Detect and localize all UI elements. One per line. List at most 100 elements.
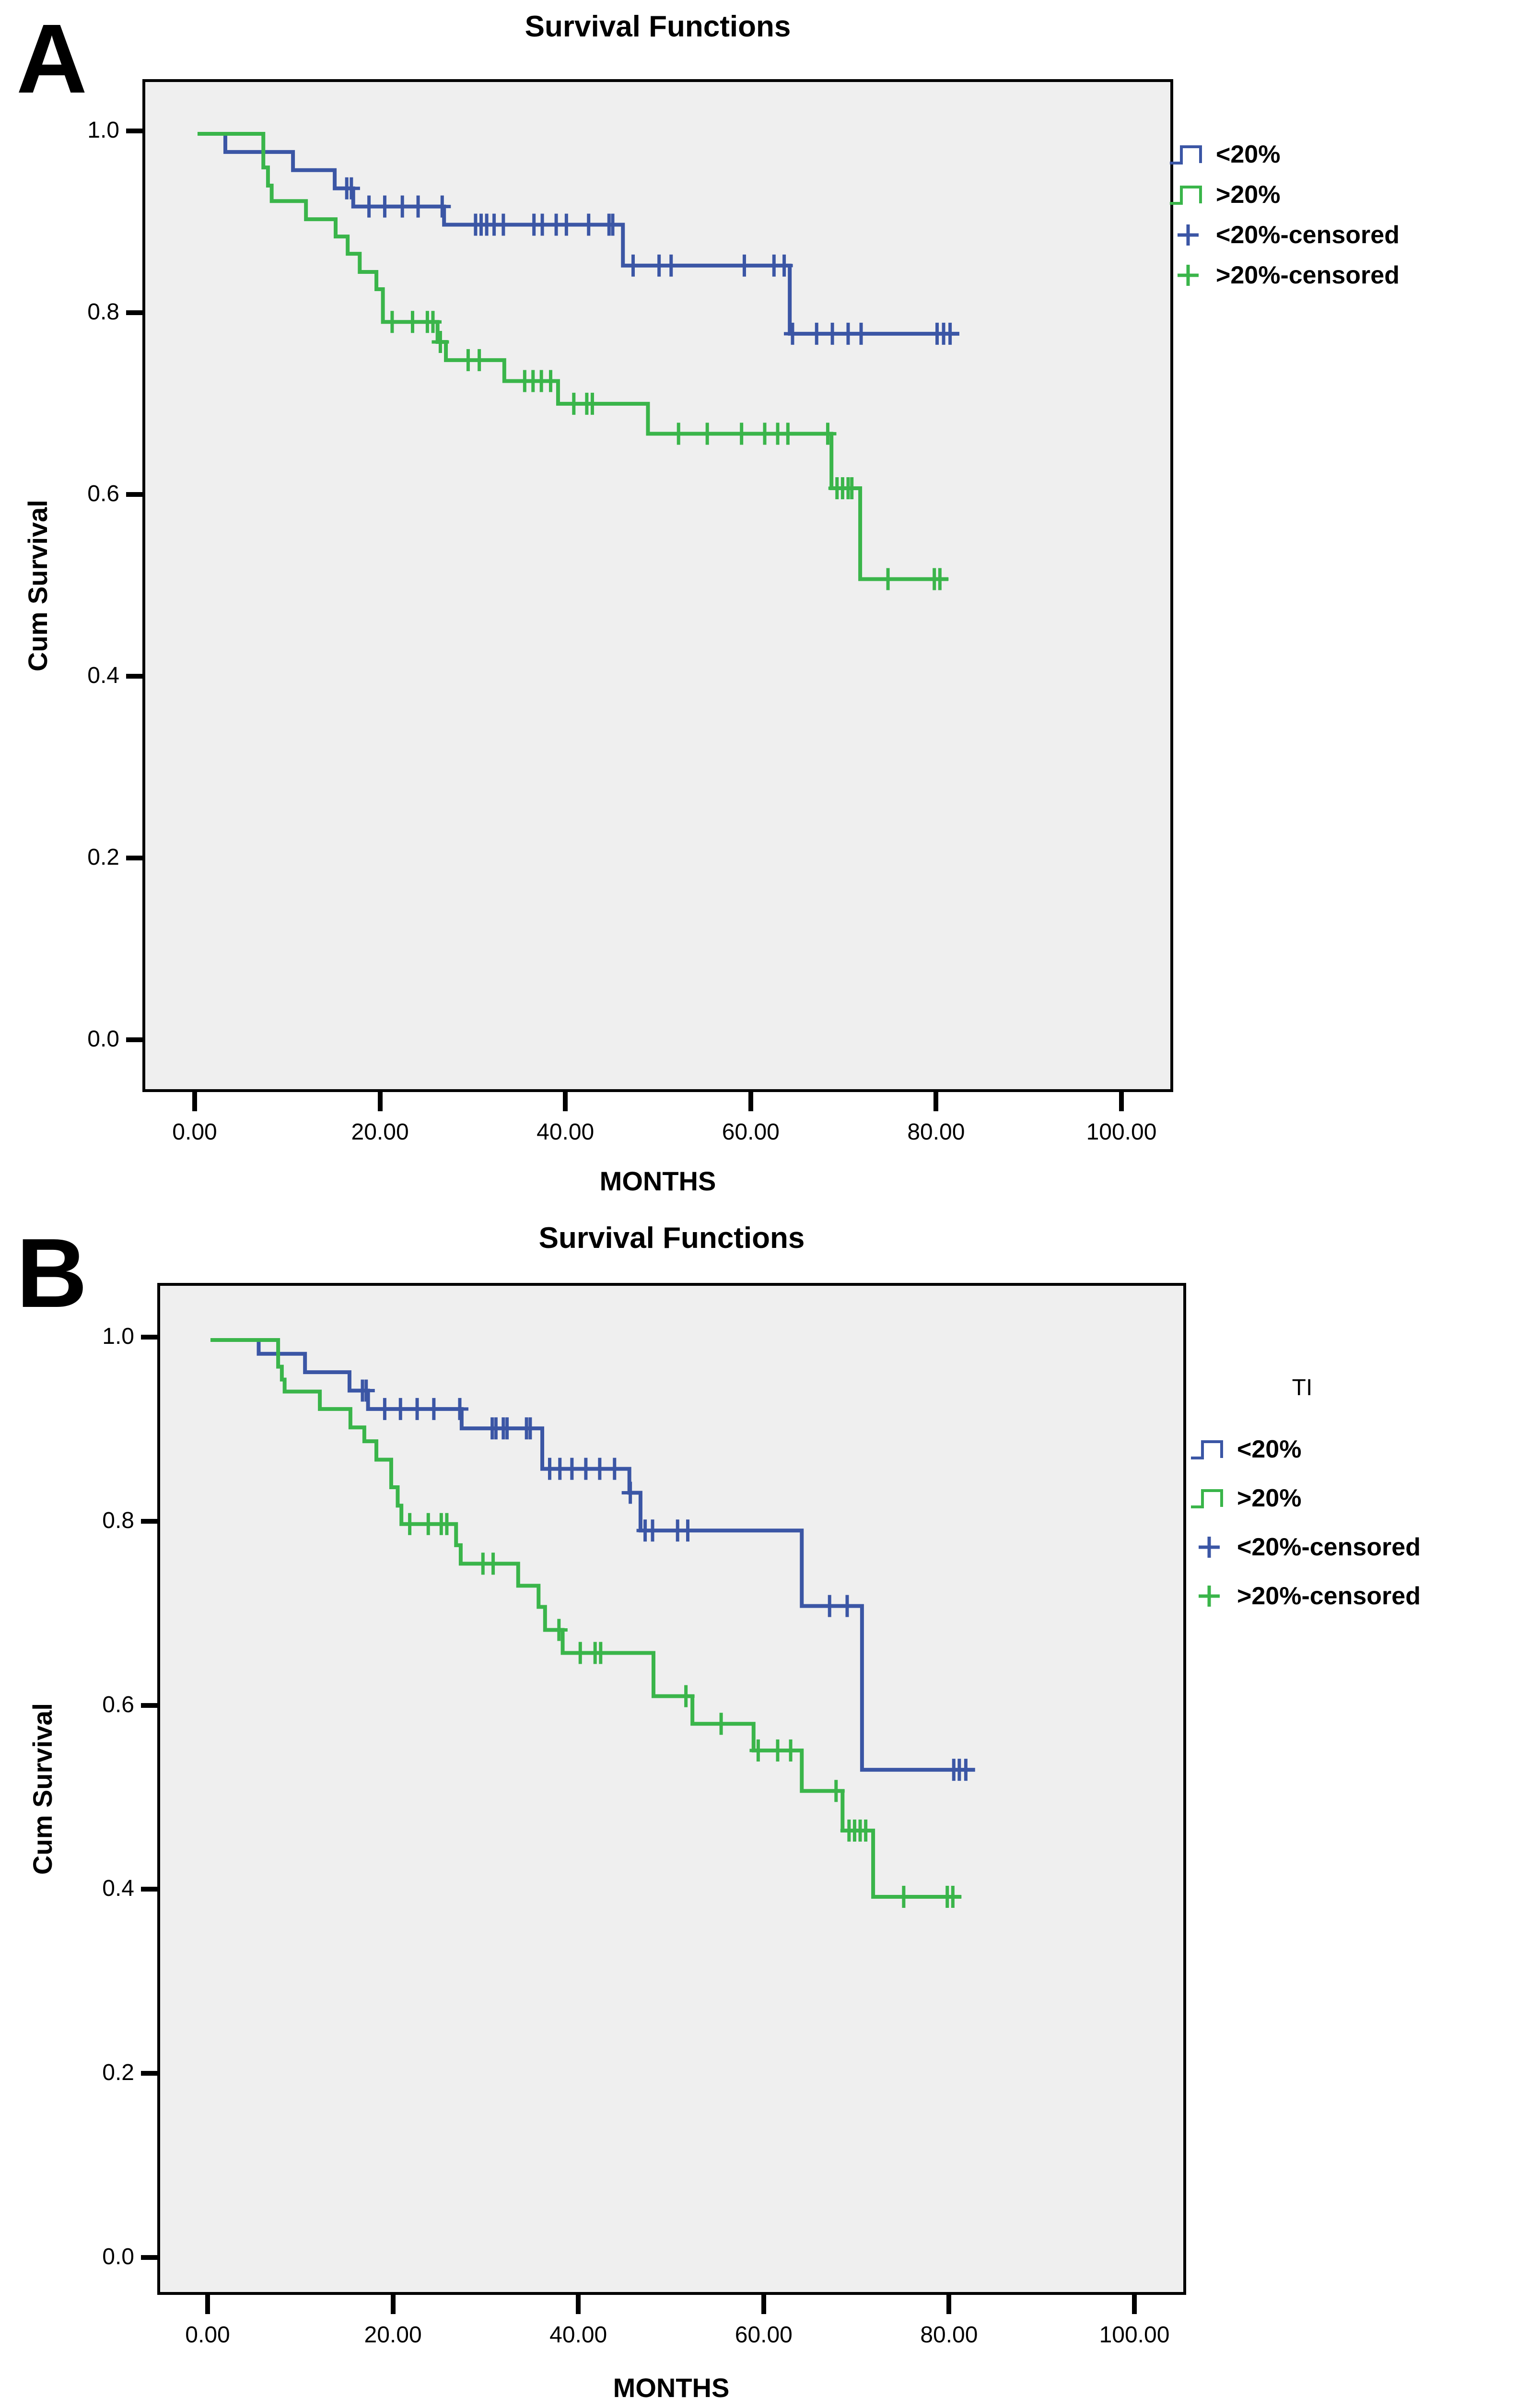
x-tick-label: 0.00 — [172, 1119, 217, 1145]
panel-a-y-axis-label: Cum Survival — [23, 500, 53, 671]
x-axis-tick — [1119, 1092, 1124, 1111]
x-tick-label: 20.00 — [351, 1119, 409, 1145]
x-tick-label: 0.00 — [185, 2322, 230, 2348]
x-axis-tick — [390, 2295, 396, 2314]
legend-plus-glyph — [1199, 1586, 1220, 1607]
x-axis-tick — [1132, 2295, 1137, 2314]
y-tick-label: 1.0 — [102, 1324, 134, 1349]
panel-b-title: Survival Functions — [538, 1222, 805, 1255]
legend-entry-label: <20% — [1237, 1435, 1302, 1463]
censored-marks-<20% — [354, 1379, 975, 1781]
y-tick-label: 0.2 — [87, 845, 119, 870]
x-axis-tick — [761, 2295, 766, 2314]
y-axis-tick — [141, 2071, 157, 2076]
x-axis-tick — [192, 1092, 197, 1111]
y-tick-label: 1.0 — [87, 118, 119, 143]
legend-step-line-icon — [1170, 145, 1202, 165]
legend-entry->20%-censored: >20%-censored — [1168, 261, 1400, 290]
legend-step-line-icon — [1191, 1489, 1223, 1508]
km-curve->20% — [198, 132, 948, 581]
legend-step-glyph — [1191, 1440, 1223, 1459]
y-axis-tick — [141, 1887, 157, 1892]
y-axis-tick — [126, 310, 142, 315]
km-curve->20% — [210, 1338, 961, 1899]
y-axis-tick — [141, 1703, 157, 1708]
panel-b-letter: B — [16, 1218, 88, 1328]
y-axis-tick — [126, 129, 142, 133]
legend-entry-label: <20%-censored — [1237, 1533, 1421, 1561]
legend-step-line-icon — [1170, 186, 1202, 205]
x-axis-tick — [748, 1092, 753, 1111]
censored-marks->20% — [401, 1513, 962, 1908]
legend-censored-plus-icon — [1199, 1586, 1220, 1607]
x-axis-tick — [933, 1092, 939, 1111]
km-curves-svg-panel-B — [210, 1338, 975, 1908]
y-axis-tick — [141, 2255, 157, 2260]
x-axis-tick — [377, 1092, 383, 1111]
y-axis-tick — [126, 856, 142, 860]
x-tick-label: 100.00 — [1086, 1119, 1157, 1145]
x-tick-label: 20.00 — [364, 2322, 422, 2348]
legend-entry-<20%-censored: <20%-censored — [1189, 1533, 1421, 1562]
panel-b-legend-title: TI — [1292, 1375, 1313, 1400]
censored-marks-<20% — [338, 177, 959, 345]
y-tick-label: 0.4 — [102, 1876, 134, 1902]
y-axis-tick — [141, 1335, 157, 1340]
legend-step-glyph — [1170, 145, 1202, 165]
legend-censored-plus-icon — [1178, 265, 1199, 286]
legend-entry-label: <20%-censored — [1216, 221, 1400, 249]
panel-b-x-axis-label: MONTHS — [613, 2373, 730, 2398]
y-tick-label: 0.0 — [87, 1026, 119, 1052]
x-axis-tick — [563, 1092, 568, 1111]
x-tick-label: 100.00 — [1099, 2322, 1170, 2348]
y-tick-label: 0.6 — [102, 1692, 134, 1717]
legend-plus-glyph — [1178, 224, 1199, 246]
legend-plus-glyph — [1178, 265, 1199, 286]
legend-entry->20%: >20% — [1189, 1484, 1301, 1513]
panel-a-title: Survival Functions — [525, 10, 791, 43]
legend-entry-<20%: <20% — [1189, 1435, 1301, 1464]
y-tick-label: 0.8 — [102, 1507, 134, 1533]
legend-censored-plus-icon — [1178, 224, 1199, 246]
legend-plus-glyph — [1199, 1537, 1220, 1558]
x-tick-label: 40.00 — [537, 1119, 595, 1145]
y-tick-label: 0.0 — [102, 2244, 134, 2269]
x-axis-tick — [946, 2295, 952, 2314]
censored-marks->20% — [383, 311, 949, 590]
km-curves-svg-panel-A — [198, 132, 959, 590]
km-curve-<20% — [210, 1338, 975, 1772]
panel-a-letter: A — [16, 4, 88, 114]
legend-entry-label: >20% — [1216, 181, 1281, 209]
legend-censored-plus-icon — [1199, 1537, 1220, 1558]
x-tick-label: 80.00 — [920, 2322, 978, 2348]
x-tick-label: 80.00 — [907, 1119, 965, 1145]
x-axis-tick — [576, 2295, 581, 2314]
panel-a-x-axis-label: MONTHS — [599, 1166, 716, 1196]
legend-step-glyph — [1170, 186, 1202, 205]
y-tick-label: 0.6 — [87, 481, 119, 506]
x-axis-tick — [205, 2295, 210, 2314]
legend-entry-<20%-censored: <20%-censored — [1168, 221, 1400, 249]
legend-entry-<20%: <20% — [1168, 140, 1280, 169]
legend-entry->20%: >20% — [1168, 180, 1280, 209]
x-tick-label: 40.00 — [549, 2322, 607, 2348]
y-axis-tick — [126, 1037, 142, 1042]
legend-step-glyph — [1191, 1489, 1223, 1508]
y-tick-label: 0.4 — [87, 663, 119, 688]
y-tick-label: 0.8 — [87, 299, 119, 325]
y-axis-tick — [141, 1518, 157, 1524]
x-tick-label: 60.00 — [722, 1119, 780, 1145]
legend-entry->20%-censored: >20%-censored — [1189, 1582, 1421, 1610]
legend-step-line-icon — [1191, 1440, 1223, 1459]
y-axis-tick — [126, 492, 142, 497]
x-tick-label: 60.00 — [735, 2322, 793, 2348]
y-tick-label: 0.2 — [102, 2060, 134, 2086]
km-curve-<20% — [198, 132, 959, 336]
y-axis-tick — [126, 674, 142, 679]
panel-b-y-axis-label: Cum Survival — [27, 1703, 58, 1875]
legend-entry-label: >20%-censored — [1216, 261, 1400, 289]
legend-entry-label: >20%-censored — [1237, 1582, 1421, 1610]
panel-a-plot-area — [142, 79, 1173, 1092]
legend-entry-label: <20% — [1216, 141, 1281, 168]
